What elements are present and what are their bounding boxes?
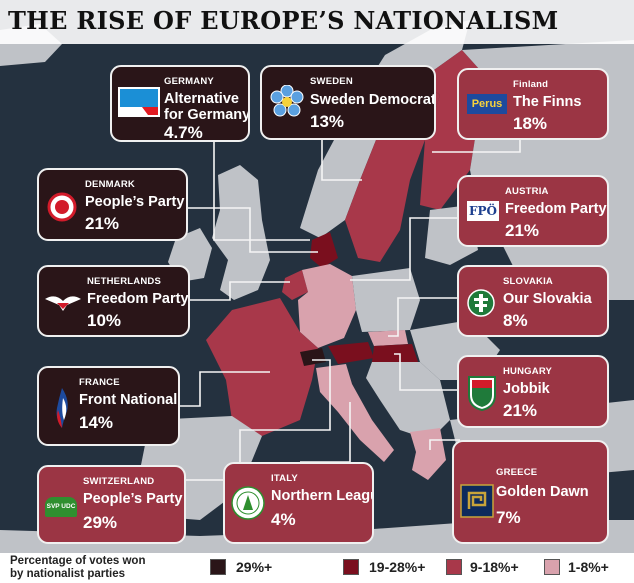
- greece-region: [410, 428, 446, 480]
- italy-region: [316, 364, 394, 462]
- afd-logo-icon: [118, 87, 160, 117]
- vote-percentage: 4.7%: [164, 123, 203, 142]
- balkan-region: [366, 362, 450, 440]
- fpo-logo-icon: FPÖ: [467, 201, 499, 221]
- vote-percentage: 13%: [310, 112, 345, 131]
- card-hungary: HUNGARY Jobbik 21%: [457, 355, 609, 428]
- legend-swatch-19-28: [343, 559, 359, 575]
- party-line-1: Front National: [79, 392, 178, 408]
- vote-percentage: 21%: [85, 214, 120, 233]
- lega-logo-icon: [231, 486, 265, 520]
- country-label: FRANCE: [79, 377, 120, 388]
- country-label: DENMARK: [85, 179, 135, 190]
- party-line-2: for Germany: [164, 107, 250, 123]
- legend-label-29-plus: 29%+: [236, 559, 273, 575]
- vote-percentage: 7%: [496, 508, 521, 527]
- party-line-1: Golden Dawn: [496, 484, 589, 500]
- cross-logo-icon: [467, 289, 495, 317]
- country-label: SWEDEN: [310, 76, 353, 87]
- vote-percentage: 18%: [513, 114, 548, 133]
- legend-title-line-2: by nationalist parties: [10, 568, 126, 580]
- card-germany: GERMANY Alternative for Germany 4.7%: [110, 65, 250, 142]
- country-label: GERMANY: [164, 76, 214, 87]
- flower-logo-icon: [270, 85, 304, 117]
- party-line-1: Our Slovakia: [503, 291, 592, 307]
- party-line-1: The Finns: [513, 94, 582, 110]
- poland-region: [352, 268, 420, 332]
- legend-label-1-8: 1-8%+: [568, 559, 609, 575]
- legend-swatch-9-18: [446, 559, 462, 575]
- legend-label-9-18: 9-18%+: [470, 559, 519, 575]
- legend-title-line-1: Percentage of votes won: [10, 555, 146, 567]
- country-label: SWITZERLAND: [83, 476, 155, 487]
- party-line-1: Alternative: [164, 91, 239, 107]
- connector-lines: [180, 138, 521, 481]
- austria-region: [328, 342, 374, 364]
- country-label: NETHERLANDS: [87, 276, 161, 287]
- flame-logo-icon: [56, 388, 68, 428]
- card-austria: FPÖ AUSTRIA Freedom Party 21%: [457, 175, 609, 247]
- party-line-1: Jobbik: [503, 381, 550, 397]
- country-label: Finland: [513, 79, 549, 90]
- vote-percentage: 4%: [271, 510, 296, 529]
- party-line-1: Freedom Party: [505, 201, 607, 217]
- uk-region: [212, 165, 270, 300]
- card-switzerland: SVP UDC SWITZERLAND People’s Party 29%: [37, 465, 186, 544]
- card-greece: GREECE Golden Dawn 7%: [452, 440, 609, 544]
- card-netherlands: NETHERLANDS Freedom Party 10%: [37, 265, 190, 337]
- country-label: SLOVAKIA: [503, 276, 553, 287]
- france-region: [206, 298, 318, 436]
- party-line-1: Freedom Party: [87, 291, 189, 307]
- legend-swatch-1-8: [544, 559, 560, 575]
- card-denmark: DENMARK People’s Party 21%: [37, 168, 188, 241]
- legend-label-19-28: 19-28%+: [369, 559, 426, 575]
- legend-swatch-29-plus: [210, 559, 226, 575]
- card-finland: Perus Finland The Finns 18%: [457, 68, 609, 140]
- bird-logo-icon: [45, 296, 81, 311]
- perus-logo-icon: Perus: [467, 94, 507, 114]
- page-title: THE RISE OF EUROPE’S NATIONALISM: [8, 6, 559, 35]
- card-italy: ITALY Northern League 4%: [223, 462, 374, 544]
- title-bar: THE RISE OF EUROPE’S NATIONALISM: [0, 0, 634, 44]
- legend: Percentage of votes won by nationalist p…: [0, 553, 634, 583]
- party-line-1: Northern League: [271, 488, 372, 504]
- country-label: GREECE: [496, 467, 538, 478]
- meander-logo-icon: [460, 484, 494, 518]
- legend-title: Percentage of votes won by nationalist p…: [10, 555, 145, 581]
- vote-percentage: 8%: [503, 311, 528, 330]
- country-label: ITALY: [271, 473, 298, 484]
- party-line-1: People’s Party: [85, 194, 185, 210]
- df-logo-icon: [47, 192, 77, 222]
- switzerland-region: [300, 348, 326, 366]
- party-line-1: People’s Party: [83, 491, 183, 507]
- denmark-region: [310, 232, 338, 268]
- vote-percentage: 29%: [83, 513, 118, 532]
- vote-percentage: 21%: [505, 221, 540, 240]
- jobbik-logo-icon: [468, 376, 496, 411]
- vote-percentage: 14%: [79, 413, 114, 432]
- country-label: HUNGARY: [503, 366, 553, 377]
- svp-logo-icon: SVP UDC: [45, 497, 77, 517]
- card-sweden: SWEDEN Sweden Democrats 13%: [260, 65, 436, 140]
- vote-percentage: 21%: [503, 401, 538, 420]
- netherlands-region: [282, 270, 308, 300]
- germany-region: [298, 264, 356, 348]
- party-line-1: Sweden Democrats: [310, 92, 436, 108]
- card-slovakia: SLOVAKIA Our Slovakia 8%: [457, 265, 609, 337]
- card-france: FRANCE Front National 14%: [37, 366, 180, 446]
- slovakia-region: [368, 330, 408, 346]
- vote-percentage: 10%: [87, 311, 122, 330]
- country-label: AUSTRIA: [505, 186, 549, 197]
